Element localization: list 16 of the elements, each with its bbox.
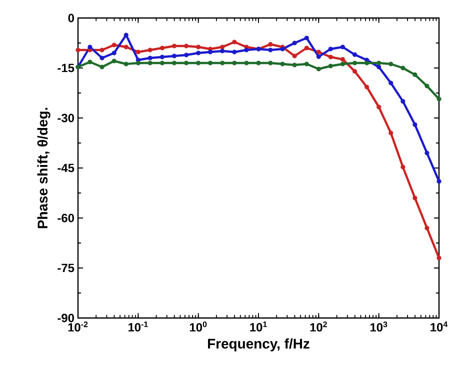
y-tick-label: -60 [58, 214, 74, 222]
x-tick-label: 10$^{2}$ [310, 322, 327, 332]
x-tick-label: 10$^{-2}$ [68, 322, 88, 332]
y-tick-label: -45 [58, 164, 74, 172]
y-tick-label: -30 [58, 114, 74, 122]
x-tick-label: 10$^{3}$ [370, 322, 388, 332]
x-tick-label: 10$^{0}$ [190, 322, 207, 332]
x-axis-title: Frequency, f/Hz [208, 338, 310, 352]
y-tick-label: -15 [58, 64, 74, 72]
x-tick-label: 10$^{4}$ [430, 322, 448, 332]
x-tick-label: 10$^{1}$ [250, 322, 267, 332]
y-axis-title: Phase shift, θ/deg. [37, 108, 50, 228]
y-tick-label: -90 [58, 314, 74, 322]
y-tick-label: 0 [68, 14, 74, 22]
x-tick-label: 10$^{-1}$ [128, 322, 148, 332]
y-tick-label: -75 [58, 264, 74, 272]
